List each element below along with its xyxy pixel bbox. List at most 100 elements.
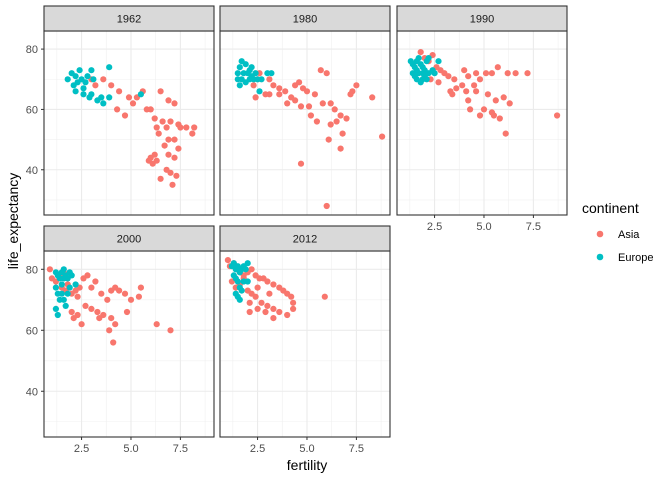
data-point-asia [465,97,472,104]
x-tick-label: 2.5 [74,443,89,455]
data-point-europe [64,76,71,83]
data-point-europe [106,64,113,71]
data-point-asia [96,315,103,322]
data-point-europe [72,281,79,288]
data-point-asia [70,315,77,322]
data-point-asia [116,88,123,95]
x-axis-title: fertility [287,457,327,473]
data-point-europe [419,70,426,77]
data-point-asia [270,305,277,312]
data-point-asia [171,136,178,143]
data-point-asia [161,142,168,149]
data-point-asia [151,151,158,158]
data-point-asia [147,106,154,113]
data-point-europe [238,287,245,294]
data-point-asia [290,305,297,312]
data-point-europe [415,55,422,62]
data-point-europe [60,275,67,282]
data-point-asia [137,284,144,291]
data-point-asia [74,293,81,300]
data-point-asia [459,82,466,89]
facet-strip-label: 1962 [117,14,141,26]
data-point-asia [127,296,135,303]
data-point-europe [84,73,91,80]
legend-key-europe [596,253,604,261]
data-point-europe [425,55,432,62]
data-point-asia [453,85,460,92]
data-point-europe [58,290,65,297]
x-tick-label: 7.5 [526,221,541,233]
x-tick-label: 7.5 [173,443,188,455]
data-point-asia [189,130,196,137]
data-point-asia [175,145,182,152]
data-point-asia [476,112,484,119]
data-point-europe [54,311,61,319]
data-point-asia [461,67,468,74]
data-point-europe [242,266,249,273]
data-point-asia [163,124,170,131]
data-point-europe [236,82,243,89]
data-point-asia [284,100,291,107]
data-point-europe [258,76,265,83]
data-point-asia [476,76,484,83]
data-point-asia [331,106,338,113]
data-point-asia [92,82,99,89]
legend: continent Asia Europe [582,200,653,264]
data-point-asia [321,293,328,300]
data-point-asia [270,82,277,89]
data-point-asia [165,136,172,143]
facet-strip-label: 1990 [470,14,494,26]
data-point-asia [337,112,344,119]
facet-panel-1990: 1990 2.5 5.0 7.5 [396,5,568,233]
data-point-asia [305,103,313,110]
panel-background [220,31,390,215]
data-point-asia [276,85,283,92]
data-point-asia [171,154,178,161]
data-point-asia [449,91,456,98]
x-tick-label: 2.5 [250,443,265,455]
data-point-asia [297,160,305,167]
legend-label-europe: Europe [618,252,653,264]
data-point-europe [435,58,442,65]
facet-strip [219,225,391,252]
data-point-europe [106,94,113,101]
data-point-asia [353,82,360,89]
data-point-asia [254,284,261,291]
data-point-asia [319,100,326,107]
data-point-asia [108,315,115,322]
data-point-asia [500,94,507,101]
data-point-asia [88,284,95,291]
data-point-asia [104,296,111,303]
facet-panel-2012: 2012 2.5 5.0 7.5 [219,225,391,455]
data-point-europe [90,76,97,83]
data-point-asia [465,73,472,80]
data-point-europe [80,85,87,92]
data-point-asia [106,327,113,334]
y-tick-label: 40 [26,165,38,177]
legend-title: continent [582,200,639,216]
data-point-europe [268,70,275,77]
data-point-europe [246,76,253,83]
data-point-asia [121,290,129,297]
data-point-asia [292,97,299,104]
facet-strip [43,225,215,252]
data-point-asia [248,266,255,273]
data-point-europe [413,67,420,74]
data-point-asia [125,94,133,101]
data-point-asia [327,121,334,128]
data-point-asia [284,311,291,319]
data-point-asia [151,115,158,122]
data-point-asia [262,308,269,316]
data-point-asia [157,175,164,182]
legend-label-asia: Asia [618,229,640,241]
data-point-asia [512,70,519,77]
data-point-asia [288,293,295,300]
y-tick-label: 80 [26,44,38,56]
data-point-asia [473,70,480,77]
data-point-asia [463,88,470,95]
data-point-asia [276,91,283,98]
data-point-europe [64,290,71,297]
data-point-europe [68,272,75,279]
data-point-asia [167,327,174,334]
data-point-asia [496,115,503,122]
